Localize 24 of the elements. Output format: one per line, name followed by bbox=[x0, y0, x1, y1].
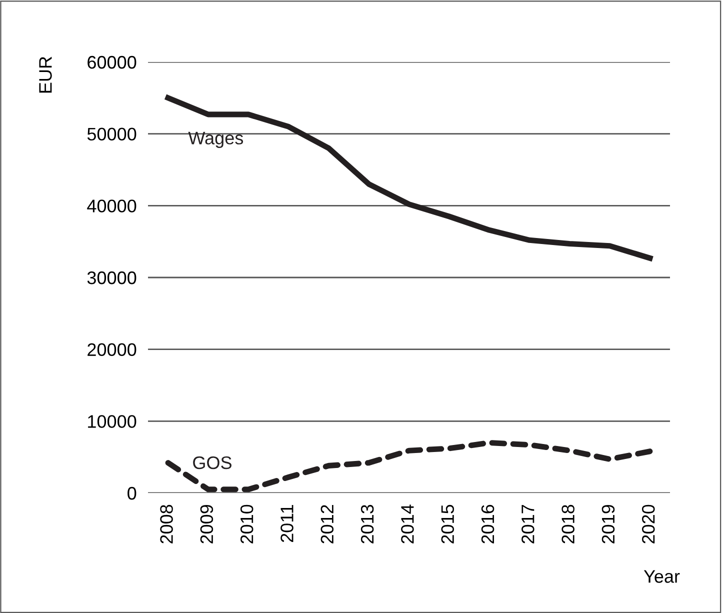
x-tick-label: 2020 bbox=[642, 504, 655, 544]
x-tick-label: 2008 bbox=[160, 504, 173, 544]
y-tick-label: 30000 bbox=[87, 271, 136, 284]
x-tick-label: 2016 bbox=[481, 504, 494, 544]
y-tick-label: 40000 bbox=[87, 200, 136, 212]
series-label: GOS bbox=[193, 456, 232, 470]
x-tick-label: 2019 bbox=[602, 504, 615, 544]
y-tick-label: 20000 bbox=[88, 343, 136, 356]
x-tick-label: 2011 bbox=[280, 504, 294, 542]
x-tick-label: 2018 bbox=[562, 504, 574, 544]
x-axis-title: Year bbox=[644, 570, 680, 583]
series-label: Wages bbox=[188, 132, 244, 148]
x-tick-label: 2017 bbox=[522, 505, 534, 544]
x-tick-label: 2015 bbox=[441, 504, 454, 544]
x-tick-label: 2013 bbox=[360, 504, 374, 544]
x-tick-label: 2014 bbox=[401, 504, 414, 544]
x-tick-label: 2009 bbox=[200, 504, 214, 544]
y-axis-title: EUR bbox=[39, 56, 52, 93]
y-tick-label: 10000 bbox=[88, 415, 136, 428]
y-tick-label: 50000 bbox=[87, 128, 136, 141]
y-tick-label: 60000 bbox=[88, 56, 136, 69]
x-tick-label: 2012 bbox=[320, 505, 334, 544]
y-tick-label: 0 bbox=[128, 486, 136, 500]
x-tick-label: 2010 bbox=[240, 504, 254, 544]
